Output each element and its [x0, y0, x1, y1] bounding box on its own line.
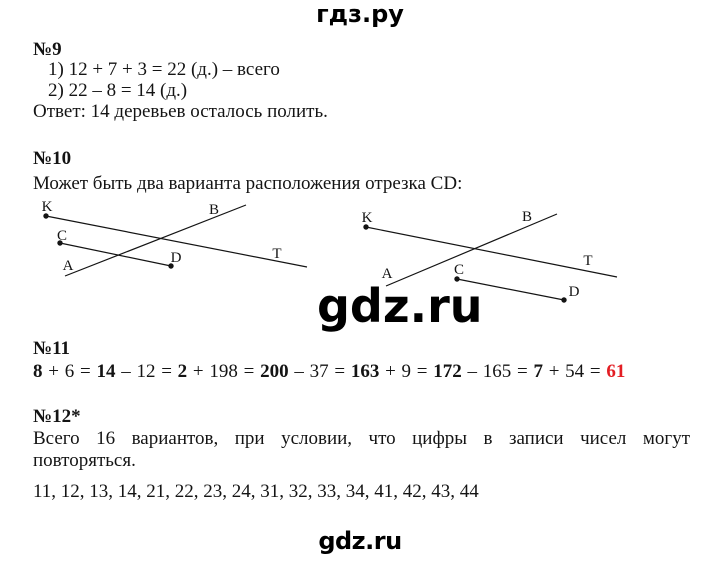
diagram-point-dot [57, 240, 63, 246]
diagram-point-dot [43, 213, 49, 219]
diagram-point-label-C: C [57, 228, 67, 244]
diagram-point-label-B: B [209, 202, 219, 218]
task12-body-line-2: повторяться. [33, 450, 136, 471]
diagram-point-dot [168, 263, 174, 269]
equation-segment: – 12 = [115, 361, 178, 382]
equation-segment: 2 [177, 361, 188, 382]
equation-segment: + 9 = [379, 361, 434, 382]
task9-answer: Ответ: 14 деревьев осталось полить. [33, 101, 328, 122]
diagram-line [385, 213, 558, 287]
equation-segment: 172 [433, 361, 462, 382]
diagram-point-label-D: D [569, 284, 580, 300]
diagram-point-label-C: C [454, 262, 464, 278]
equation-segment: 7 [533, 361, 543, 382]
equation-segment: – 165 = [461, 361, 534, 382]
diagram-point-label-K: K [362, 210, 373, 226]
equation-segment: + 6 = [42, 361, 97, 382]
equation-segment: 8 [33, 361, 43, 382]
diagram-point-label-B: B [522, 209, 532, 225]
task12-body-line-1: Всего 16 вариантов, при условии, что циф… [33, 428, 690, 449]
diagram-line [45, 215, 308, 268]
equation-segment: + 54 = [542, 361, 607, 382]
diagram-point-label-T: T [272, 246, 281, 262]
task12-numbers-list: 11, 12, 13, 14, 21, 22, 23, 24, 31, 32, … [33, 481, 479, 502]
diagram-line [64, 204, 247, 277]
diagram-point-label-D: D [171, 250, 182, 266]
task11-title: №11 [33, 338, 71, 359]
gdz-watermark: gdz.ru [317, 279, 483, 333]
task10-title: №10 [33, 148, 72, 169]
diagram-point-dot [561, 297, 567, 303]
equation-segment: 200 [260, 361, 289, 382]
task9-step-2: 2) 22 – 8 = 14 (д.) [48, 80, 188, 101]
task10-diagram-variant-1: K B CA D T [42, 199, 308, 277]
equation-segment: 61 [606, 361, 626, 382]
diagram-line [456, 278, 565, 301]
task9-title: №9 [33, 39, 62, 60]
equation-segment: 14 [96, 361, 116, 382]
task11-equation: 8 + 6 = 14 – 12 = 2 + 198 = 200 – 37 = 1… [33, 361, 625, 383]
site-logo-footer: gdz.ru [318, 527, 402, 555]
task12-title: №12* [33, 406, 81, 427]
site-logo-header: гдз.ру [316, 0, 404, 28]
diagram-point-label-K: K [42, 199, 53, 215]
diagram-point-label-A: A [63, 258, 74, 274]
diagram-point-label-T: T [583, 253, 592, 269]
equation-segment: – 37 = [288, 361, 351, 382]
diagram-line [365, 226, 618, 278]
diagram-point-dot [363, 224, 369, 230]
equation-segment: 163 [350, 361, 380, 382]
task10-diagram-variant-2: K B A T C D [362, 209, 618, 303]
task10-description: Может быть два варианта расположения отр… [33, 173, 463, 194]
diagram-point-label-A: A [382, 266, 393, 282]
diagram-point-dot [454, 276, 460, 282]
diagram-line [59, 242, 172, 267]
task9-step-1: 1) 12 + 7 + 3 = 22 (д.) – всего [48, 59, 280, 80]
equation-segment: + 198 = [187, 361, 261, 382]
